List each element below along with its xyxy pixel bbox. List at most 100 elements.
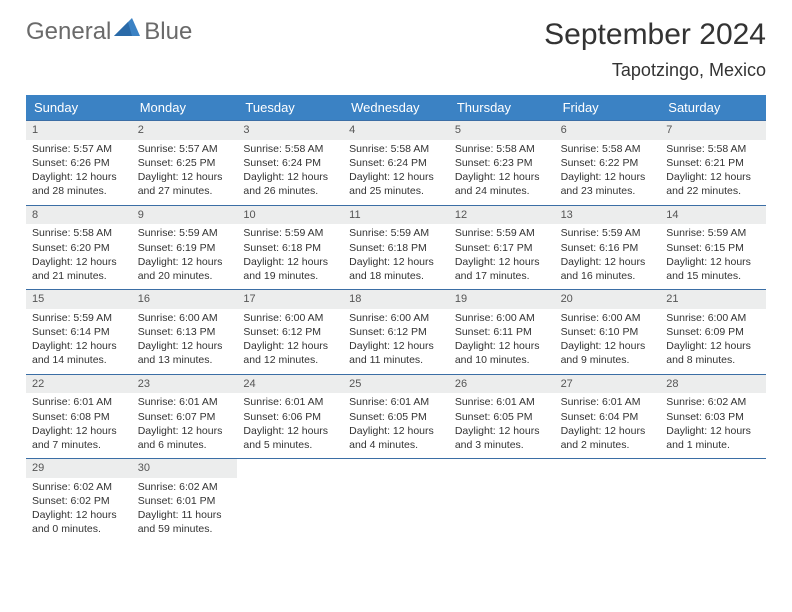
day-day1: Daylight: 12 hours — [138, 424, 232, 438]
day-sunset: Sunset: 6:18 PM — [243, 241, 337, 255]
calendar-week: 15Sunrise: 5:59 AMSunset: 6:14 PMDayligh… — [26, 289, 766, 374]
day-cell: 27Sunrise: 6:01 AMSunset: 6:04 PMDayligh… — [555, 375, 661, 459]
day-body: Sunrise: 6:00 AMSunset: 6:11 PMDaylight:… — [449, 309, 555, 374]
logo-word2: Blue — [144, 18, 192, 45]
day-body: Sunrise: 6:02 AMSunset: 6:01 PMDaylight:… — [132, 478, 238, 543]
day-body: Sunrise: 5:58 AMSunset: 6:24 PMDaylight:… — [237, 140, 343, 205]
day-cell: 12Sunrise: 5:59 AMSunset: 6:17 PMDayligh… — [449, 206, 555, 290]
day-cell: 23Sunrise: 6:01 AMSunset: 6:07 PMDayligh… — [132, 375, 238, 459]
day-day2: and 10 minutes. — [455, 353, 549, 367]
day-number: 13 — [555, 206, 661, 225]
weekday-header: Tuesday — [237, 95, 343, 120]
day-number: 29 — [26, 459, 132, 478]
day-cell: 4Sunrise: 5:58 AMSunset: 6:24 PMDaylight… — [343, 121, 449, 205]
day-body: Sunrise: 5:59 AMSunset: 6:15 PMDaylight:… — [660, 224, 766, 289]
calendar-body: 1Sunrise: 5:57 AMSunset: 6:26 PMDaylight… — [26, 120, 766, 543]
day-sunset: Sunset: 6:24 PM — [243, 156, 337, 170]
day-cell: 29Sunrise: 6:02 AMSunset: 6:02 PMDayligh… — [26, 459, 132, 543]
day-day2: and 12 minutes. — [243, 353, 337, 367]
day-sunset: Sunset: 6:02 PM — [32, 494, 126, 508]
day-body: Sunrise: 5:57 AMSunset: 6:26 PMDaylight:… — [26, 140, 132, 205]
day-body: Sunrise: 6:02 AMSunset: 6:03 PMDaylight:… — [660, 393, 766, 458]
day-body: Sunrise: 5:59 AMSunset: 6:14 PMDaylight:… — [26, 309, 132, 374]
day-day2: and 7 minutes. — [32, 438, 126, 452]
day-number: 30 — [132, 459, 238, 478]
day-body: Sunrise: 6:01 AMSunset: 6:07 PMDaylight:… — [132, 393, 238, 458]
day-day2: and 5 minutes. — [243, 438, 337, 452]
day-number: 16 — [132, 290, 238, 309]
day-day2: and 28 minutes. — [32, 184, 126, 198]
day-sunset: Sunset: 6:26 PM — [32, 156, 126, 170]
day-sunset: Sunset: 6:18 PM — [349, 241, 443, 255]
day-day2: and 8 minutes. — [666, 353, 760, 367]
location: Tapotzingo, Mexico — [544, 60, 766, 81]
day-day1: Daylight: 12 hours — [561, 339, 655, 353]
day-number: 28 — [660, 375, 766, 394]
day-cell: 30Sunrise: 6:02 AMSunset: 6:01 PMDayligh… — [132, 459, 238, 543]
day-day2: and 18 minutes. — [349, 269, 443, 283]
day-day1: Daylight: 12 hours — [561, 424, 655, 438]
day-sunrise: Sunrise: 6:00 AM — [243, 311, 337, 325]
day-number: 18 — [343, 290, 449, 309]
day-cell: 19Sunrise: 6:00 AMSunset: 6:11 PMDayligh… — [449, 290, 555, 374]
day-body: Sunrise: 5:58 AMSunset: 6:23 PMDaylight:… — [449, 140, 555, 205]
day-cell: 21Sunrise: 6:00 AMSunset: 6:09 PMDayligh… — [660, 290, 766, 374]
weekday-header-row: SundayMondayTuesdayWednesdayThursdayFrid… — [26, 95, 766, 120]
day-sunrise: Sunrise: 6:02 AM — [32, 480, 126, 494]
day-sunrise: Sunrise: 5:58 AM — [32, 226, 126, 240]
day-sunrise: Sunrise: 6:01 AM — [138, 395, 232, 409]
day-sunset: Sunset: 6:17 PM — [455, 241, 549, 255]
day-cell: 9Sunrise: 5:59 AMSunset: 6:19 PMDaylight… — [132, 206, 238, 290]
calendar: SundayMondayTuesdayWednesdayThursdayFrid… — [26, 95, 766, 543]
day-cell: 11Sunrise: 5:59 AMSunset: 6:18 PMDayligh… — [343, 206, 449, 290]
day-body: Sunrise: 5:58 AMSunset: 6:24 PMDaylight:… — [343, 140, 449, 205]
day-sunset: Sunset: 6:19 PM — [138, 241, 232, 255]
day-day1: Daylight: 12 hours — [32, 424, 126, 438]
day-sunrise: Sunrise: 6:00 AM — [455, 311, 549, 325]
day-day1: Daylight: 12 hours — [561, 255, 655, 269]
day-sunrise: Sunrise: 5:58 AM — [455, 142, 549, 156]
calendar-week: 1Sunrise: 5:57 AMSunset: 6:26 PMDaylight… — [26, 120, 766, 205]
day-day1: Daylight: 12 hours — [455, 424, 549, 438]
day-day1: Daylight: 12 hours — [32, 255, 126, 269]
day-number: 14 — [660, 206, 766, 225]
day-cell: 7Sunrise: 5:58 AMSunset: 6:21 PMDaylight… — [660, 121, 766, 205]
day-cell: 3Sunrise: 5:58 AMSunset: 6:24 PMDaylight… — [237, 121, 343, 205]
day-sunset: Sunset: 6:16 PM — [561, 241, 655, 255]
month-title: September 2024 — [544, 18, 766, 52]
day-day1: Daylight: 12 hours — [243, 424, 337, 438]
day-number: 27 — [555, 375, 661, 394]
weekday-header: Monday — [132, 95, 238, 120]
day-sunset: Sunset: 6:04 PM — [561, 410, 655, 424]
day-sunrise: Sunrise: 5:58 AM — [666, 142, 760, 156]
day-sunset: Sunset: 6:12 PM — [243, 325, 337, 339]
day-sunrise: Sunrise: 5:59 AM — [666, 226, 760, 240]
day-day2: and 1 minute. — [666, 438, 760, 452]
day-sunrise: Sunrise: 6:00 AM — [138, 311, 232, 325]
day-day1: Daylight: 12 hours — [349, 170, 443, 184]
day-number: 9 — [132, 206, 238, 225]
day-sunset: Sunset: 6:06 PM — [243, 410, 337, 424]
logo-triangle-icon — [114, 18, 140, 36]
day-sunset: Sunset: 6:10 PM — [561, 325, 655, 339]
day-number: 17 — [237, 290, 343, 309]
calendar-week: 22Sunrise: 6:01 AMSunset: 6:08 PMDayligh… — [26, 374, 766, 459]
day-number: 2 — [132, 121, 238, 140]
day-cell: 15Sunrise: 5:59 AMSunset: 6:14 PMDayligh… — [26, 290, 132, 374]
day-body: Sunrise: 5:59 AMSunset: 6:18 PMDaylight:… — [343, 224, 449, 289]
day-day2: and 14 minutes. — [32, 353, 126, 367]
day-cell: 26Sunrise: 6:01 AMSunset: 6:05 PMDayligh… — [449, 375, 555, 459]
day-day2: and 4 minutes. — [349, 438, 443, 452]
day-body: Sunrise: 6:01 AMSunset: 6:08 PMDaylight:… — [26, 393, 132, 458]
day-day2: and 22 minutes. — [666, 184, 760, 198]
day-day2: and 25 minutes. — [349, 184, 443, 198]
day-day2: and 0 minutes. — [32, 522, 126, 536]
day-sunset: Sunset: 6:12 PM — [349, 325, 443, 339]
day-sunset: Sunset: 6:01 PM — [138, 494, 232, 508]
day-day2: and 13 minutes. — [138, 353, 232, 367]
day-sunset: Sunset: 6:03 PM — [666, 410, 760, 424]
day-sunset: Sunset: 6:21 PM — [666, 156, 760, 170]
day-body: Sunrise: 5:59 AMSunset: 6:19 PMDaylight:… — [132, 224, 238, 289]
day-sunrise: Sunrise: 5:58 AM — [561, 142, 655, 156]
day-body: Sunrise: 6:02 AMSunset: 6:02 PMDaylight:… — [26, 478, 132, 543]
